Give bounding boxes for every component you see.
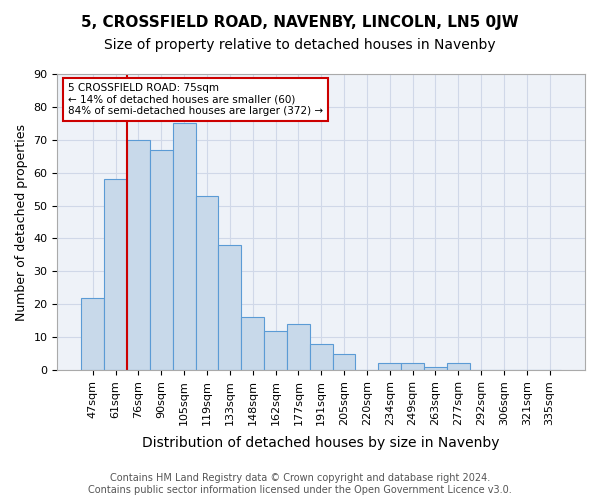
Bar — [332, 354, 355, 370]
Bar — [287, 324, 310, 370]
Bar — [264, 330, 287, 370]
Text: 5 CROSSFIELD ROAD: 75sqm
← 14% of detached houses are smaller (60)
84% of semi-d: 5 CROSSFIELD ROAD: 75sqm ← 14% of detach… — [68, 83, 323, 116]
Text: 5, CROSSFIELD ROAD, NAVENBY, LINCOLN, LN5 0JW: 5, CROSSFIELD ROAD, NAVENBY, LINCOLN, LN… — [81, 15, 519, 30]
Bar — [241, 318, 264, 370]
Bar — [196, 196, 218, 370]
Bar — [379, 364, 401, 370]
X-axis label: Distribution of detached houses by size in Navenby: Distribution of detached houses by size … — [142, 436, 500, 450]
Bar — [310, 344, 332, 370]
Text: Size of property relative to detached houses in Navenby: Size of property relative to detached ho… — [104, 38, 496, 52]
Bar — [218, 245, 241, 370]
Y-axis label: Number of detached properties: Number of detached properties — [15, 124, 28, 320]
Text: Contains HM Land Registry data © Crown copyright and database right 2024.
Contai: Contains HM Land Registry data © Crown c… — [88, 474, 512, 495]
Bar — [82, 298, 104, 370]
Bar — [173, 124, 196, 370]
Bar — [104, 180, 127, 370]
Bar — [447, 364, 470, 370]
Bar — [127, 140, 150, 370]
Bar — [401, 364, 424, 370]
Bar — [424, 367, 447, 370]
Bar — [150, 150, 173, 370]
